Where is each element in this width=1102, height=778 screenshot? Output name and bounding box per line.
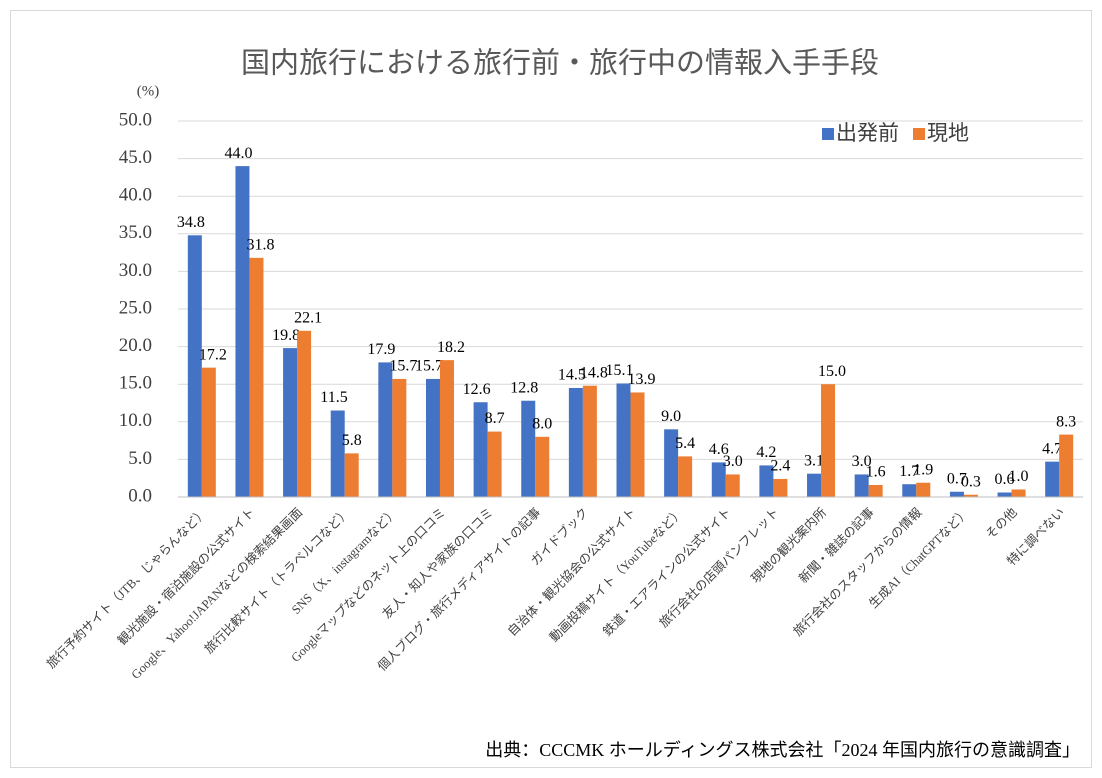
y-tick-label: 0.0 <box>128 485 152 506</box>
legend-swatch <box>913 128 925 140</box>
data-label: 15.1 <box>606 362 634 379</box>
bar <box>521 400 536 497</box>
bar <box>1011 489 1026 497</box>
bar <box>902 484 917 497</box>
bar <box>487 431 502 497</box>
data-label: 31.8 <box>246 237 274 254</box>
data-label: 0.6 <box>995 471 1015 488</box>
bar <box>868 484 883 497</box>
bar <box>535 436 550 497</box>
bar <box>392 378 407 497</box>
data-label: 1.6 <box>866 464 886 481</box>
data-label: 9.0 <box>661 408 681 425</box>
bar <box>1059 434 1074 497</box>
data-label: 15.0 <box>818 363 846 380</box>
data-label: 0.3 <box>961 473 981 490</box>
data-label: 44.0 <box>224 145 252 162</box>
bar <box>473 402 488 497</box>
data-label: 15.7 <box>415 358 443 375</box>
data-label: 0.7 <box>947 470 967 487</box>
y-tick-label: 15.0 <box>119 373 152 394</box>
bar <box>378 362 393 497</box>
data-label: 19.8 <box>272 327 300 344</box>
data-label: 5.8 <box>342 432 362 449</box>
bar <box>616 383 631 497</box>
data-label: 4.6 <box>709 441 729 458</box>
data-label: 2.4 <box>770 458 790 475</box>
data-label: 12.6 <box>463 381 491 398</box>
data-label: 8.3 <box>1056 413 1076 430</box>
bar <box>249 257 264 497</box>
bar <box>283 348 298 497</box>
y-tick-label: 50.0 <box>119 109 152 130</box>
bar <box>235 166 250 497</box>
data-label: 14.8 <box>580 364 608 381</box>
bar <box>630 392 645 497</box>
legend-label: 出発前 <box>836 121 899 145</box>
y-tick-label: 20.0 <box>119 335 152 356</box>
bar <box>711 462 726 497</box>
y-tick-label: 5.0 <box>128 448 152 469</box>
bar <box>821 384 836 497</box>
bar <box>187 235 202 497</box>
data-label: 1.0 <box>1009 468 1029 485</box>
source-note: 出典：CCCMK ホールディングス株式会社「2024 年国内旅行の意識調査」 <box>485 740 1080 760</box>
bar <box>201 367 216 497</box>
data-label: 11.5 <box>320 389 347 406</box>
bar <box>807 473 822 497</box>
data-label: 8.7 <box>485 410 505 427</box>
data-label: 14.5 <box>558 367 586 384</box>
bar <box>773 478 788 497</box>
y-tick-label: 30.0 <box>119 260 152 281</box>
bar <box>678 456 693 497</box>
bar <box>330 410 345 497</box>
data-label: 5.4 <box>675 435 695 452</box>
bar <box>963 494 978 497</box>
data-label: 17.9 <box>367 341 395 358</box>
y-tick-label: 10.0 <box>119 410 152 431</box>
data-label: 1.7 <box>899 463 919 480</box>
data-label: 15.7 <box>389 358 417 375</box>
data-label: 18.2 <box>437 339 465 356</box>
bar <box>759 465 774 497</box>
bar <box>582 385 597 497</box>
y-unit: (%) <box>137 83 160 99</box>
data-label: 4.7 <box>1042 440 1062 457</box>
y-tick-label: 25.0 <box>119 297 152 318</box>
bar <box>439 360 454 497</box>
data-label: 17.2 <box>199 346 227 363</box>
data-label: 1.9 <box>913 461 933 478</box>
bar <box>949 491 964 497</box>
bar <box>344 453 359 497</box>
bar <box>854 474 869 497</box>
data-label: 3.1 <box>804 452 824 469</box>
y-tick-label: 40.0 <box>119 185 152 206</box>
bar <box>664 429 679 497</box>
data-label: 3.0 <box>852 453 872 470</box>
data-label: 4.2 <box>756 444 776 461</box>
bar <box>1045 461 1060 497</box>
chart-title: 国内旅行における旅行前・旅行中の情報入手手段 <box>241 47 879 80</box>
data-label: 8.0 <box>532 416 552 433</box>
legend-swatch <box>822 128 834 140</box>
y-tick-label: 45.0 <box>119 147 152 168</box>
data-label: 12.8 <box>510 379 538 396</box>
legend-label: 現地 <box>927 121 969 145</box>
bar <box>568 387 583 497</box>
data-label: 34.8 <box>177 214 205 231</box>
data-label: 3.0 <box>723 453 743 470</box>
bar <box>425 378 440 497</box>
bar <box>725 474 740 497</box>
y-tick-label: 35.0 <box>119 222 152 243</box>
data-label: 22.1 <box>294 309 322 326</box>
bar <box>916 482 931 497</box>
bar <box>297 330 312 497</box>
data-label: 13.9 <box>628 371 656 388</box>
bar <box>997 492 1012 497</box>
